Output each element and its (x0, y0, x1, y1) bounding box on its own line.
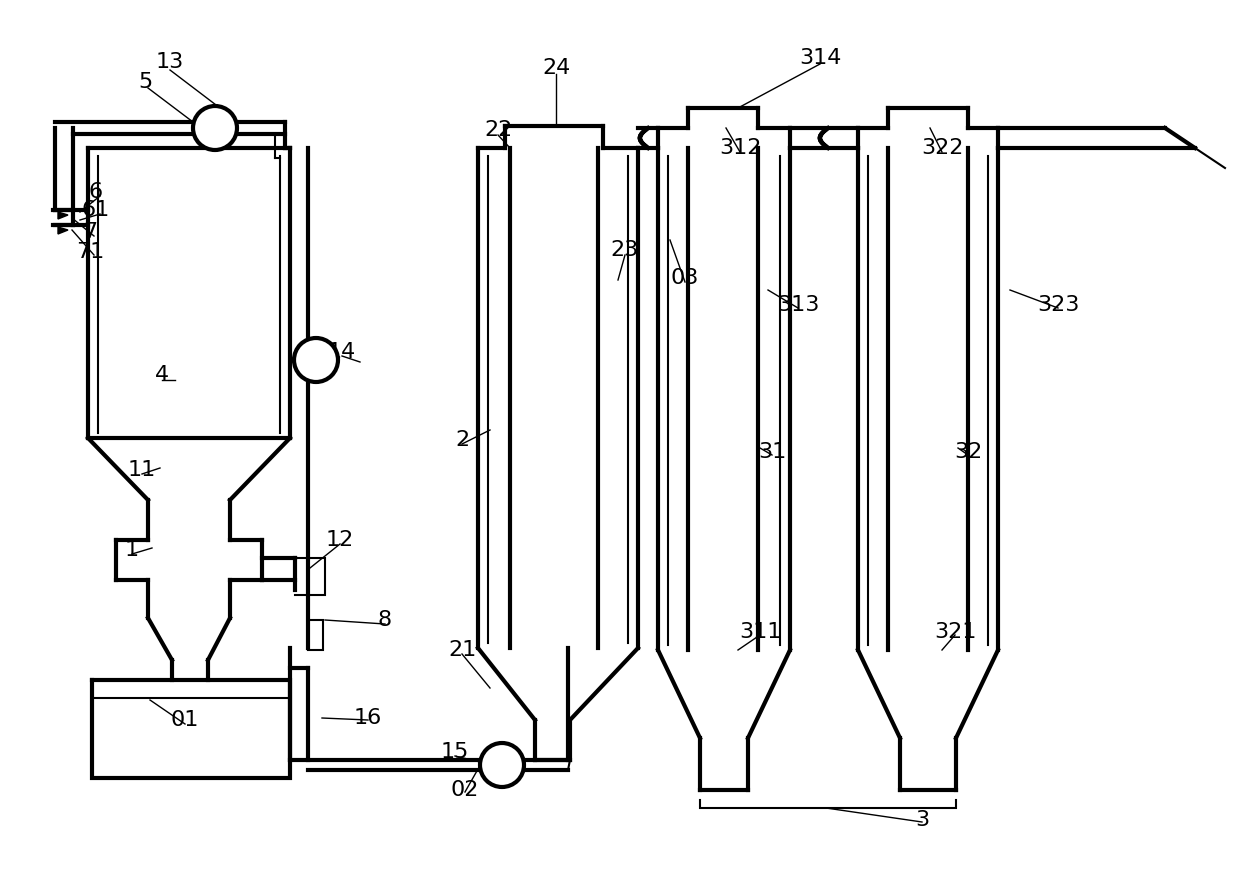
Text: 311: 311 (739, 622, 781, 642)
Polygon shape (58, 212, 68, 219)
Text: 7: 7 (83, 222, 97, 242)
Text: 11: 11 (128, 460, 156, 480)
Text: 8: 8 (378, 610, 392, 630)
Text: 3: 3 (915, 810, 929, 830)
Text: 322: 322 (921, 138, 963, 158)
Circle shape (193, 106, 237, 150)
Text: 32: 32 (954, 442, 982, 462)
Text: 4: 4 (155, 365, 169, 385)
Text: 61: 61 (82, 200, 110, 220)
Text: 22: 22 (484, 120, 512, 140)
Text: 21: 21 (448, 640, 476, 660)
Text: 03: 03 (671, 268, 699, 288)
Polygon shape (58, 227, 68, 234)
Text: 5: 5 (138, 72, 153, 92)
Text: 14: 14 (327, 342, 356, 362)
Text: 1: 1 (125, 540, 139, 560)
Text: 321: 321 (934, 622, 976, 642)
Text: 12: 12 (326, 530, 355, 550)
Text: 01: 01 (171, 710, 200, 730)
Text: 323: 323 (1037, 295, 1079, 315)
Text: 13: 13 (156, 52, 184, 72)
Text: 31: 31 (758, 442, 786, 462)
Text: 02: 02 (451, 780, 479, 800)
Text: 314: 314 (799, 48, 841, 68)
Circle shape (294, 338, 339, 382)
Text: 23: 23 (611, 240, 639, 260)
Text: 71: 71 (76, 242, 104, 262)
Text: 312: 312 (719, 138, 761, 158)
Text: 313: 313 (776, 295, 820, 315)
Text: 24: 24 (542, 58, 570, 78)
Text: 16: 16 (353, 708, 382, 728)
Text: 15: 15 (440, 742, 469, 762)
Text: 6: 6 (89, 182, 103, 202)
Text: 2: 2 (455, 430, 469, 450)
Circle shape (480, 743, 525, 787)
